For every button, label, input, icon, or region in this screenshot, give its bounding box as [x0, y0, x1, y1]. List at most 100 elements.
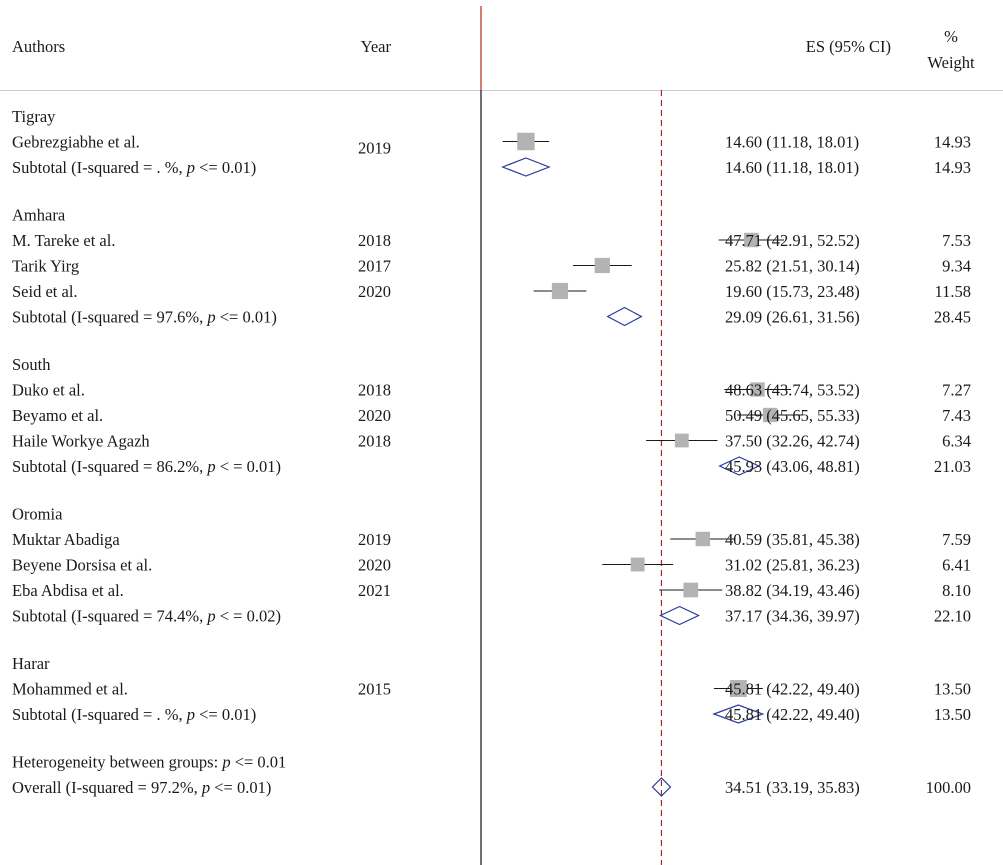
study-ci-text: 40.59 (35.81, 45.38): [725, 530, 860, 549]
study-ci-text: 31.02 (25.81, 36.23): [725, 556, 860, 575]
study-weight: 6.41: [942, 556, 971, 575]
study-ci-text: 45.81 (42.22, 49.40): [725, 680, 860, 699]
overall-ci-text: 34.51 (33.19, 35.83): [725, 778, 860, 797]
study-weight: 11.58: [934, 282, 971, 301]
study-year: 2018: [358, 432, 391, 451]
study-year: 2020: [358, 556, 391, 575]
study-ci-text: 50.49 (45.65, 55.33): [725, 406, 860, 425]
subtotal-ci-text: 45.93 (43.06, 48.81): [725, 457, 860, 476]
study-author: Haile Workye Agazh: [12, 432, 150, 451]
effect-square: [695, 531, 711, 547]
subtotal-label-post: <= 0.01): [216, 308, 277, 327]
subtotal-label: Subtotal (I-squared = 74.4%, p < = 0.02): [12, 607, 281, 626]
subtotal-ci-text: 14.60 (11.18, 18.01): [725, 158, 859, 177]
study-author: Mohammed et al.: [12, 680, 128, 699]
group-label: Amhara: [12, 206, 66, 225]
study-ci-text: 25.82 (21.51, 30.14): [725, 257, 860, 276]
subtotal-label-pre: Subtotal (I-squared = 74.4%,: [12, 607, 207, 626]
effect-square: [729, 680, 747, 697]
effect-square: [683, 582, 699, 598]
study-weight: 13.50: [934, 680, 971, 699]
study-ci-text: 38.82 (34.19, 43.46): [725, 581, 860, 600]
study-year: 2015: [358, 680, 391, 699]
header-weight-line2: Weight: [927, 53, 975, 72]
subtotal-label-post: < = 0.01): [216, 457, 281, 476]
subtotal-diamond: [606, 306, 643, 327]
header-year: Year: [361, 37, 392, 56]
group-label: Oromia: [12, 505, 63, 524]
effect-square: [630, 557, 645, 572]
study-ci-text: 48.63 (43.74, 53.52): [725, 381, 860, 400]
subtotal-label-p: p: [206, 457, 215, 476]
subtotal-ci-text: 29.09 (26.61, 31.56): [725, 308, 860, 327]
study-author: Beyamo et al.: [12, 406, 103, 425]
heterogeneity-label: Heterogeneity between groups: p <= 0.01: [12, 753, 286, 772]
subtotal-diamond: [718, 456, 761, 476]
subtotal-diamond: [659, 605, 701, 626]
group-label: Harar: [12, 654, 50, 673]
subtotal-label: Subtotal (I-squared = 97.6%, p <= 0.01): [12, 308, 277, 327]
study-year: 2017: [358, 257, 391, 276]
subtotal-label-post: <= 0.01): [195, 158, 256, 177]
study-weight: 14.93: [934, 133, 971, 152]
header-weight-line1: %: [944, 27, 958, 46]
subtotal-label-pre: Subtotal (I-squared = . %,: [12, 158, 187, 177]
study-ci-text: 47.71 (42.91, 52.52): [725, 231, 860, 250]
study-ci-text: 19.60 (15.73, 23.48): [725, 282, 860, 301]
effect-square: [517, 132, 535, 151]
heterogeneity-label-post: <= 0.01: [231, 753, 287, 772]
header-es: ES (95% CI): [806, 37, 891, 56]
subtotal-weight: 28.45: [934, 308, 971, 327]
study-year: 2019: [358, 530, 391, 549]
study-weight: 7.59: [942, 530, 971, 549]
study-year: 2019: [358, 139, 391, 158]
heterogeneity-label-pre: Heterogeneity between groups:: [12, 753, 222, 772]
subtotal-label-post: < = 0.02): [216, 607, 281, 626]
study-author: M. Tareke et al.: [12, 231, 115, 250]
subtotal-label: Subtotal (I-squared = . %, p <= 0.01): [12, 158, 256, 177]
study-year: 2020: [358, 406, 391, 425]
group-label: South: [12, 355, 51, 374]
subtotal-label-pre: Subtotal (I-squared = . %,: [12, 705, 187, 724]
subtotal-label-pre: Subtotal (I-squared = 86.2%,: [12, 457, 207, 476]
overall-label-post: <= 0.01): [210, 778, 271, 797]
subtotal-weight: 21.03: [934, 457, 971, 476]
subtotal-weight: 14.93: [934, 158, 971, 177]
effect-square: [594, 257, 610, 274]
group-label: Tigray: [12, 107, 56, 126]
subtotal-weight: 22.10: [934, 607, 971, 626]
study-year: 2018: [358, 381, 391, 400]
effect-square: [551, 282, 569, 300]
study-year: 2021: [358, 581, 391, 600]
subtotal-weight: 13.50: [934, 705, 971, 724]
effect-square: [763, 407, 778, 423]
forest-rows: Tigray Gebrezgiabhe et al. 2019 14.60 (11.1…: [12, 107, 971, 797]
study-author: Muktar Abadiga: [12, 530, 120, 549]
study-author: Beyene Dorsisa et al.: [12, 556, 152, 575]
subtotal-ci-text: 45.81 (42.22, 49.40): [725, 705, 860, 724]
study-ci-text: 14.60 (11.18, 18.01): [725, 133, 859, 152]
study-author: Seid et al.: [12, 282, 78, 301]
study-author: Duko et al.: [12, 381, 85, 400]
header-authors: Authors: [12, 37, 65, 56]
overall-weight: 100.00: [926, 778, 971, 797]
overall-label: Overall (I-squared = 97.2%, p <= 0.01): [12, 778, 271, 797]
subtotal-label-pre: Subtotal (I-squared = 97.6%,: [12, 308, 207, 327]
study-year: 2018: [358, 231, 391, 250]
study-author: Eba Abdisa et al.: [12, 581, 124, 600]
subtotal-diamond: [500, 157, 551, 177]
overall-label-p: p: [201, 778, 210, 797]
subtotal-label: Subtotal (I-squared = 86.2%, p < = 0.01): [12, 457, 281, 476]
study-weight: 8.10: [942, 581, 971, 600]
subtotal-diamond: [712, 704, 765, 724]
subtotal-label-p: p: [186, 705, 195, 724]
effect-square: [750, 382, 765, 397]
study-weight: 7.43: [942, 406, 971, 425]
subtotal-ci-text: 37.17 (34.36, 39.97): [725, 607, 860, 626]
effect-square: [674, 433, 689, 448]
study-weight: 7.53: [942, 231, 971, 250]
overall-label-pre: Overall (I-squared = 97.2%,: [12, 778, 202, 797]
subtotal-label-p: p: [206, 607, 215, 626]
study-author: Tarik Yirg: [12, 257, 79, 276]
